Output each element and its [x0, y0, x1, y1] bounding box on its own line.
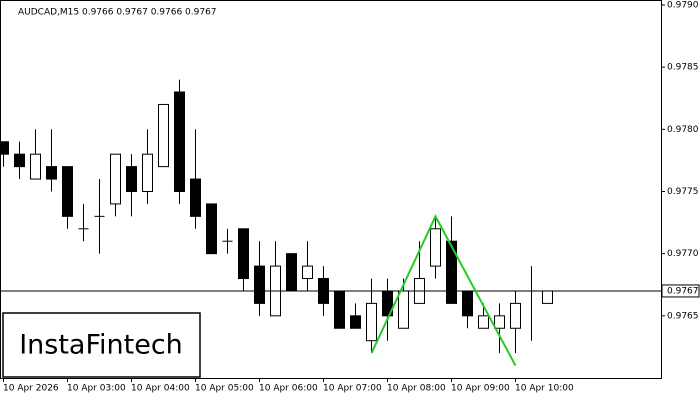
candle-body — [302, 265, 313, 280]
x-tick-label: 10 Apr 05:00 — [195, 384, 254, 394]
x-tick-label: 10 Apr 07:00 — [323, 384, 382, 394]
chart-title: AUDCAD,M15 0.9766 0.9767 0.9766 0.9767 — [18, 8, 217, 18]
candle-body — [366, 302, 377, 342]
y-tick-label: 0.9790 — [667, 0, 699, 10]
candle-body — [446, 240, 457, 304]
y-tick-label: 0.9770 — [667, 249, 699, 259]
candle-body — [398, 290, 409, 329]
pattern-line — [370, 214, 517, 367]
candle-body — [254, 265, 265, 304]
candle-body — [190, 178, 201, 217]
candle-body — [0, 141, 9, 155]
candle-body — [142, 153, 153, 192]
logo: InstaFintech — [19, 330, 183, 361]
current-price-label: 0.9767 — [667, 286, 699, 296]
candle-body — [14, 153, 25, 168]
candle-body — [510, 302, 521, 329]
candle-body — [542, 290, 553, 304]
candle-body — [478, 315, 489, 329]
candle-body — [334, 290, 345, 329]
x-tick-label: 10 Apr 2026 — [3, 384, 59, 394]
candle-body — [174, 91, 185, 192]
candle-body — [30, 153, 41, 180]
y-tick-label: 0.9785 — [667, 63, 699, 73]
y-tick-label: 0.9780 — [667, 125, 699, 135]
candle-body — [430, 228, 441, 267]
candle-body — [62, 166, 73, 217]
candle-body — [494, 315, 505, 329]
candle-body — [350, 315, 361, 329]
x-tick-label: 10 Apr 10:00 — [515, 384, 574, 394]
y-tick-label: 0.9765 — [667, 311, 699, 321]
candle-body — [462, 290, 473, 317]
candle-body — [110, 153, 121, 205]
x-tick-label: 10 Apr 08:00 — [387, 384, 446, 394]
x-tick-label: 10 Apr 04:00 — [131, 384, 190, 394]
candle-body — [126, 166, 137, 192]
x-tick-label: 10 Apr 06:00 — [259, 384, 318, 394]
candle-body — [46, 166, 57, 180]
candle-body — [206, 203, 217, 255]
logo-box — [2, 312, 201, 378]
current-price-box — [661, 284, 700, 298]
candle-body — [286, 253, 297, 292]
candle-body — [238, 228, 249, 280]
candle-body — [158, 103, 169, 168]
x-tick-label: 10 Apr 03:00 — [67, 384, 126, 394]
y-tick-label: 0.9775 — [667, 187, 699, 197]
x-tick-label: 10 Apr 09:00 — [451, 384, 510, 394]
